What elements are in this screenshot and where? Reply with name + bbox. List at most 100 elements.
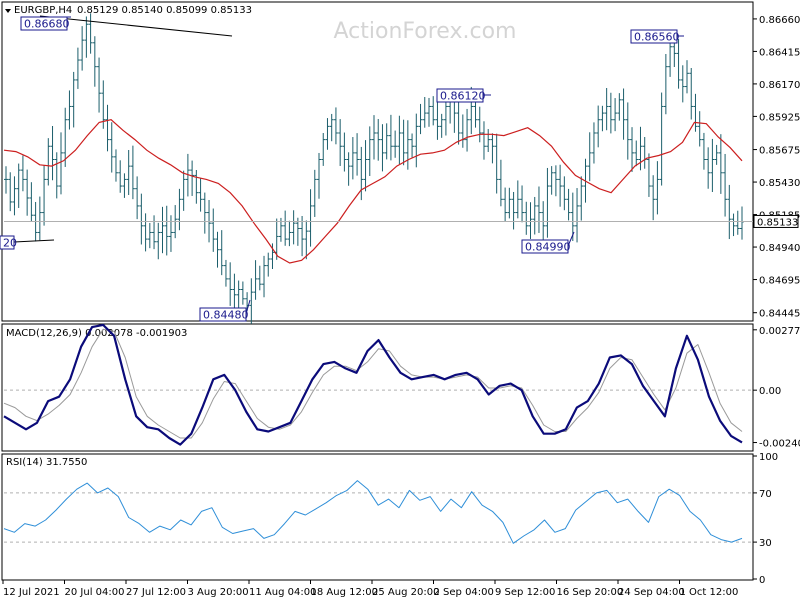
- price-bar: [8, 172, 13, 212]
- macd-signal-line: [3, 328, 743, 439]
- price-bar: [287, 220, 292, 247]
- price-bar: [541, 201, 546, 247]
- price-bar: [511, 191, 516, 230]
- price-bar: [228, 262, 233, 306]
- price-bar: [12, 176, 17, 216]
- price-bar: [135, 176, 140, 220]
- low-label-0[interactable]: 0.84480: [199, 299, 251, 322]
- price-bar: [659, 92, 664, 186]
- price-bar: [545, 167, 550, 238]
- price-bar: [562, 176, 567, 211]
- price-bar: [253, 260, 258, 300]
- high-label-0[interactable]: 0.86680: [20, 16, 71, 31]
- price-bar: [363, 140, 368, 192]
- price-bar: [481, 121, 486, 160]
- current-price-label: 0.85133: [753, 214, 799, 228]
- price-bar: [37, 196, 42, 241]
- price-bar: [630, 127, 635, 172]
- price-bar: [194, 170, 199, 204]
- watermark: ActionForex.com: [334, 19, 517, 44]
- high-label-1[interactable]: 0.86120: [436, 88, 491, 103]
- x-tick-label: 12 Jul 2021: [3, 587, 60, 598]
- price-bar: [608, 92, 613, 134]
- moving-average-line: [3, 119, 743, 264]
- price-bar: [621, 88, 626, 140]
- rsi-panel-title: RSI(14) 31.7550: [6, 457, 87, 468]
- x-tick-label: 16 Sep 20:00: [557, 587, 624, 598]
- price-bar: [397, 115, 402, 165]
- price-bar: [346, 152, 351, 186]
- low-label-1[interactable]: 0.84990: [521, 231, 575, 254]
- price-bar: [262, 255, 267, 298]
- price-bar: [456, 98, 461, 145]
- price-bar: [498, 159, 503, 207]
- price-y-tick-label: 0.85925: [759, 112, 800, 123]
- ohlc-readout: 0.85129 0.85140 0.85099 0.85133: [77, 5, 252, 16]
- price-bar: [342, 132, 347, 172]
- price-bar: [321, 132, 326, 166]
- svg-text:0.84480: 0.84480: [203, 309, 249, 322]
- price-bar: [503, 187, 508, 222]
- price-bar: [528, 202, 533, 239]
- price-y-tick-label: 0.85675: [759, 146, 800, 157]
- price-bar: [393, 130, 398, 158]
- price-bar: [130, 145, 135, 200]
- price-bar: [139, 193, 144, 245]
- price-bar: [426, 97, 431, 127]
- price-bar: [109, 122, 114, 173]
- price-y-tick-label: 0.84695: [759, 276, 800, 287]
- macd-y-tick-label: 0.002775: [759, 326, 800, 337]
- price-bar: [317, 152, 322, 199]
- price-bar: [308, 189, 313, 247]
- rsi-line: [3, 480, 743, 544]
- symbol-menu-icon[interactable]: [5, 9, 11, 13]
- price-bar: [515, 180, 520, 219]
- price-bar: [714, 144, 719, 165]
- price-bar: [88, 13, 93, 54]
- price-bar: [372, 115, 376, 160]
- price-y-tick-label: 0.84940: [759, 243, 800, 254]
- price-bar: [50, 125, 55, 181]
- price-bar: [105, 104, 110, 152]
- price-bar: [359, 146, 364, 201]
- support-trendline[interactable]: [13, 239, 55, 243]
- rsi-y-tick-label: 0: [759, 575, 765, 586]
- price-bar: [384, 123, 389, 160]
- price-bar: [118, 160, 123, 193]
- price-bar: [367, 126, 372, 177]
- price-bar: [439, 113, 444, 138]
- price-bar: [494, 133, 499, 194]
- high-label-2[interactable]: 0.86560: [630, 29, 684, 44]
- price-bar: [25, 169, 30, 216]
- x-tick-label: 20 Jul 04:00: [65, 587, 125, 598]
- price-bar: [295, 217, 300, 246]
- x-tick-label: 18 Aug 12:00: [311, 587, 378, 598]
- price-bar: [122, 173, 127, 198]
- price-bar: [29, 182, 34, 222]
- svg-text:0.86120: 0.86120: [440, 90, 486, 103]
- resistance-trendline[interactable]: [39, 15, 233, 37]
- left-edge-label[interactable]: 20: [0, 235, 17, 250]
- price-bar: [646, 153, 651, 197]
- price-bar: [312, 169, 317, 217]
- price-bar: [20, 155, 25, 192]
- price-bar: [240, 281, 245, 305]
- price-bar: [579, 176, 584, 221]
- price-bar: [266, 252, 271, 277]
- price-bar: [329, 113, 334, 142]
- price-bar: [570, 192, 575, 241]
- x-tick-label: 24 Sep 04:00: [618, 587, 685, 598]
- price-bar: [596, 105, 601, 148]
- price-bar: [101, 80, 106, 129]
- price-bar: [75, 47, 80, 89]
- x-tick-label: 9 Sep 12:00: [495, 587, 555, 598]
- price-bar: [147, 222, 152, 249]
- price-bar: [477, 106, 482, 143]
- price-bar: [304, 220, 309, 260]
- price-bar: [613, 98, 618, 132]
- price-bar: [283, 210, 288, 246]
- x-tick-label: 3 Aug 20:00: [188, 587, 249, 598]
- x-tick-label: 1 Oct 12:00: [680, 587, 739, 598]
